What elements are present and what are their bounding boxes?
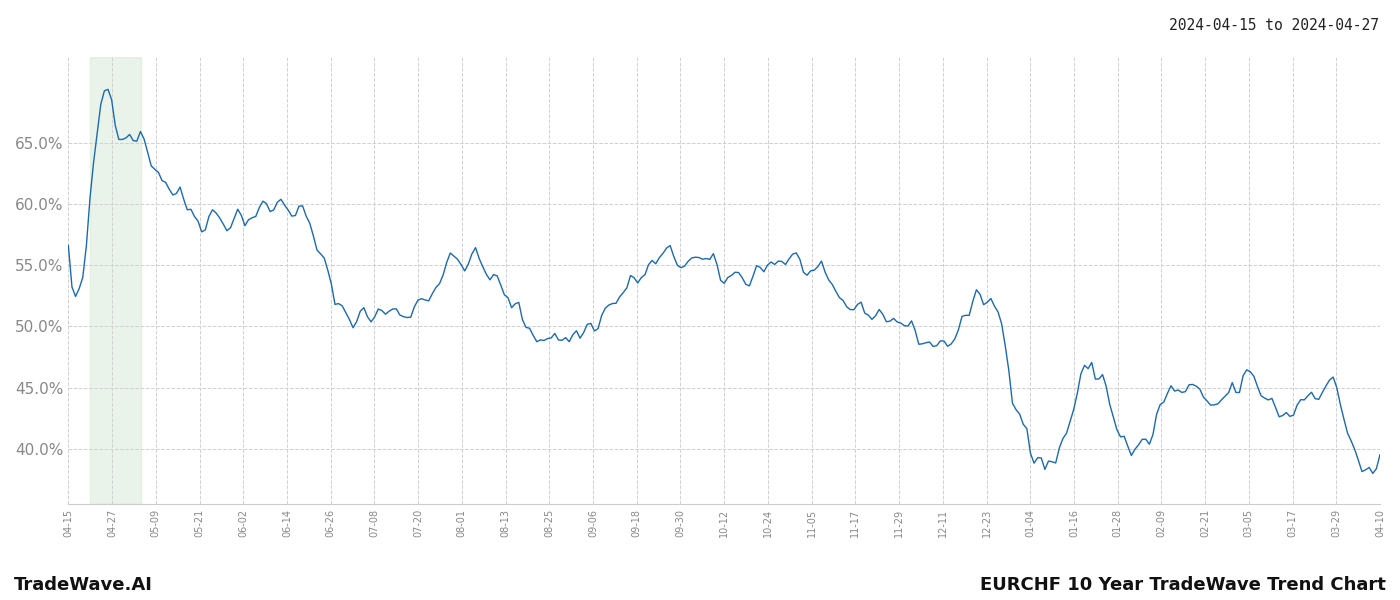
Text: EURCHF 10 Year TradeWave Trend Chart: EURCHF 10 Year TradeWave Trend Chart [980,576,1386,594]
Bar [90,57,141,504]
Text: 2024-04-15 to 2024-04-27: 2024-04-15 to 2024-04-27 [1169,18,1379,33]
Text: TradeWave.AI: TradeWave.AI [14,576,153,594]
